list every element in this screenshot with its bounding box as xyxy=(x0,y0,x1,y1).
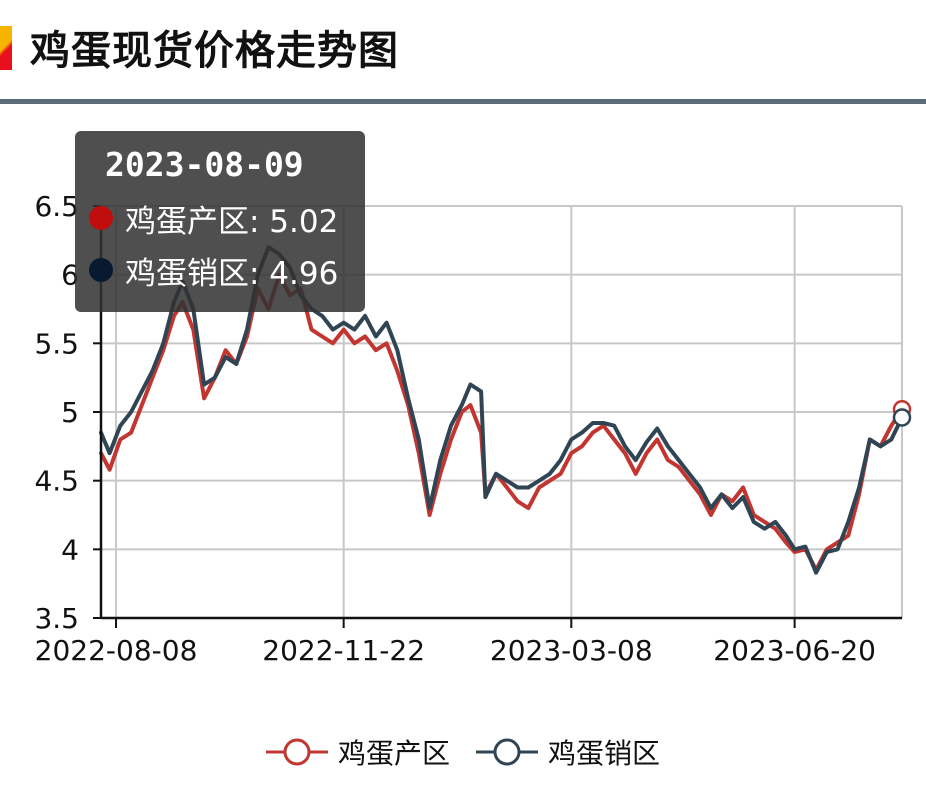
y-tick-label: 3.5 xyxy=(34,602,79,635)
hover-marker-2 xyxy=(892,408,912,427)
chart-header: 鸡蛋现货价格走势图 xyxy=(0,0,926,104)
tooltip-value-series1: 鸡蛋产区: 5.02 xyxy=(125,203,339,240)
y-tick-label: 5.5 xyxy=(34,327,79,360)
legend-item-series1[interactable]: 鸡蛋产区 xyxy=(265,732,450,772)
x-tick-label: 2022-08-08 xyxy=(35,634,198,667)
header-divider xyxy=(0,99,926,104)
x-tick-label: 2022-11-22 xyxy=(262,634,425,667)
tooltip-row-series1: 鸡蛋产区: 5.02 xyxy=(89,192,365,244)
tooltip-date: 2023-08-09 xyxy=(105,145,304,184)
x-tick-label: 2023-03-08 xyxy=(490,634,653,667)
line-chart[interactable]: 3.5 4 4.5 5 5.5 6 6.5 2022-08-08 2022-11-22 2023-… xyxy=(0,0,926,720)
y-tick-label: 6.5 xyxy=(34,190,79,223)
legend-line-circle-icon xyxy=(476,738,538,766)
series-lines xyxy=(99,245,904,575)
legend-label-series1: 鸡蛋产区 xyxy=(337,737,450,770)
y-tick-label: 4 xyxy=(61,533,79,566)
axes: 3.5 4 4.5 5 5.5 6 6.5 2022-08-08 2022-11-22 2023-… xyxy=(34,190,902,667)
tooltip-dot-icon xyxy=(89,206,113,230)
tooltip-dot-icon xyxy=(89,258,113,282)
tooltip-row-series2: 鸡蛋销区: 4.96 xyxy=(89,244,365,296)
y-tick-label: 4.5 xyxy=(34,465,79,498)
tooltip-value-series2: 鸡蛋销区: 4.96 xyxy=(125,255,339,292)
series-line-2 xyxy=(99,245,904,575)
legend-line-circle-icon xyxy=(265,738,328,766)
y-tick-label: 5 xyxy=(61,396,79,429)
legend-item-series2[interactable]: 鸡蛋销区 xyxy=(476,732,660,772)
y-tick-label: 6 xyxy=(61,259,79,292)
brand-logo-mark xyxy=(0,26,12,70)
chart-legend: 鸡蛋产区 鸡蛋销区 xyxy=(0,728,926,776)
series-line-1 xyxy=(99,272,904,572)
x-tick-label: 2023-06-20 xyxy=(713,634,876,667)
chart-tooltip: 2023-08-09 鸡蛋产区: 5.02 鸡蛋销区: 4.96 xyxy=(75,131,365,312)
hover-markers xyxy=(892,400,912,427)
legend-label-series2: 鸡蛋销区 xyxy=(548,737,661,770)
page-title: 鸡蛋现货价格走势图 xyxy=(30,28,399,74)
